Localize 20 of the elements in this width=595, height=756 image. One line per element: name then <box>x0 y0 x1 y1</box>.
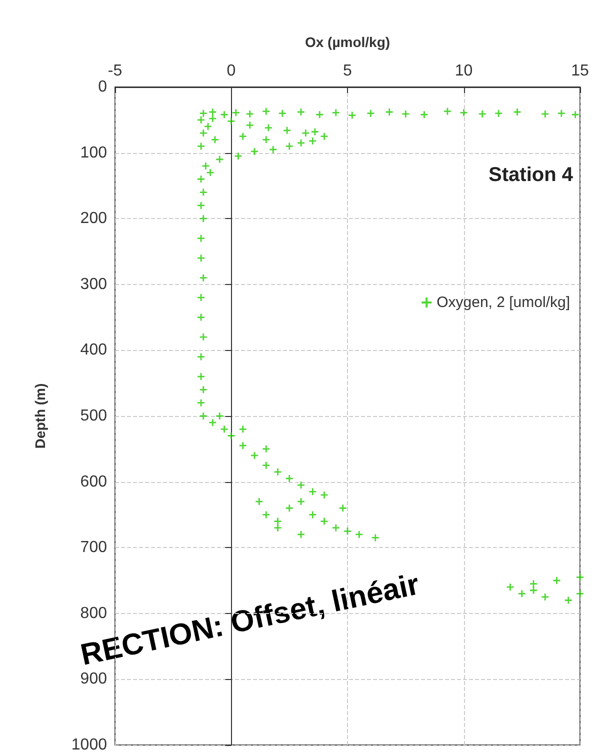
y-tick-label: 900 <box>80 670 108 688</box>
y-tick-label: 0 <box>98 78 108 96</box>
y-tick-label: 500 <box>80 408 108 424</box>
legend-label: Oxygen, 2 [umol/kg] <box>436 294 570 311</box>
y-tick-label: 100 <box>80 144 108 162</box>
y-tick-label: 300 <box>80 276 108 293</box>
y-axis-title: Depth (m) <box>32 383 48 449</box>
y-tick-label: 1000 <box>71 736 108 754</box>
y-tick-label: 600 <box>80 473 108 490</box>
x-tick-label: 15 <box>571 62 589 80</box>
y-tick-label: 200 <box>80 210 108 228</box>
y-tick-label: 400 <box>80 342 108 359</box>
x-tick-label: 0 <box>226 62 236 80</box>
x-tick-label: 5 <box>343 62 352 80</box>
x-axis-title: Ox (µmol/kg) <box>304 34 390 50</box>
x-tick-label: -5 <box>108 62 122 80</box>
y-tick-label: 800 <box>80 604 108 622</box>
annotation: Station 4 <box>488 164 574 186</box>
x-tick-label: 10 <box>454 62 473 80</box>
y-tick-label: 700 <box>80 539 108 556</box>
